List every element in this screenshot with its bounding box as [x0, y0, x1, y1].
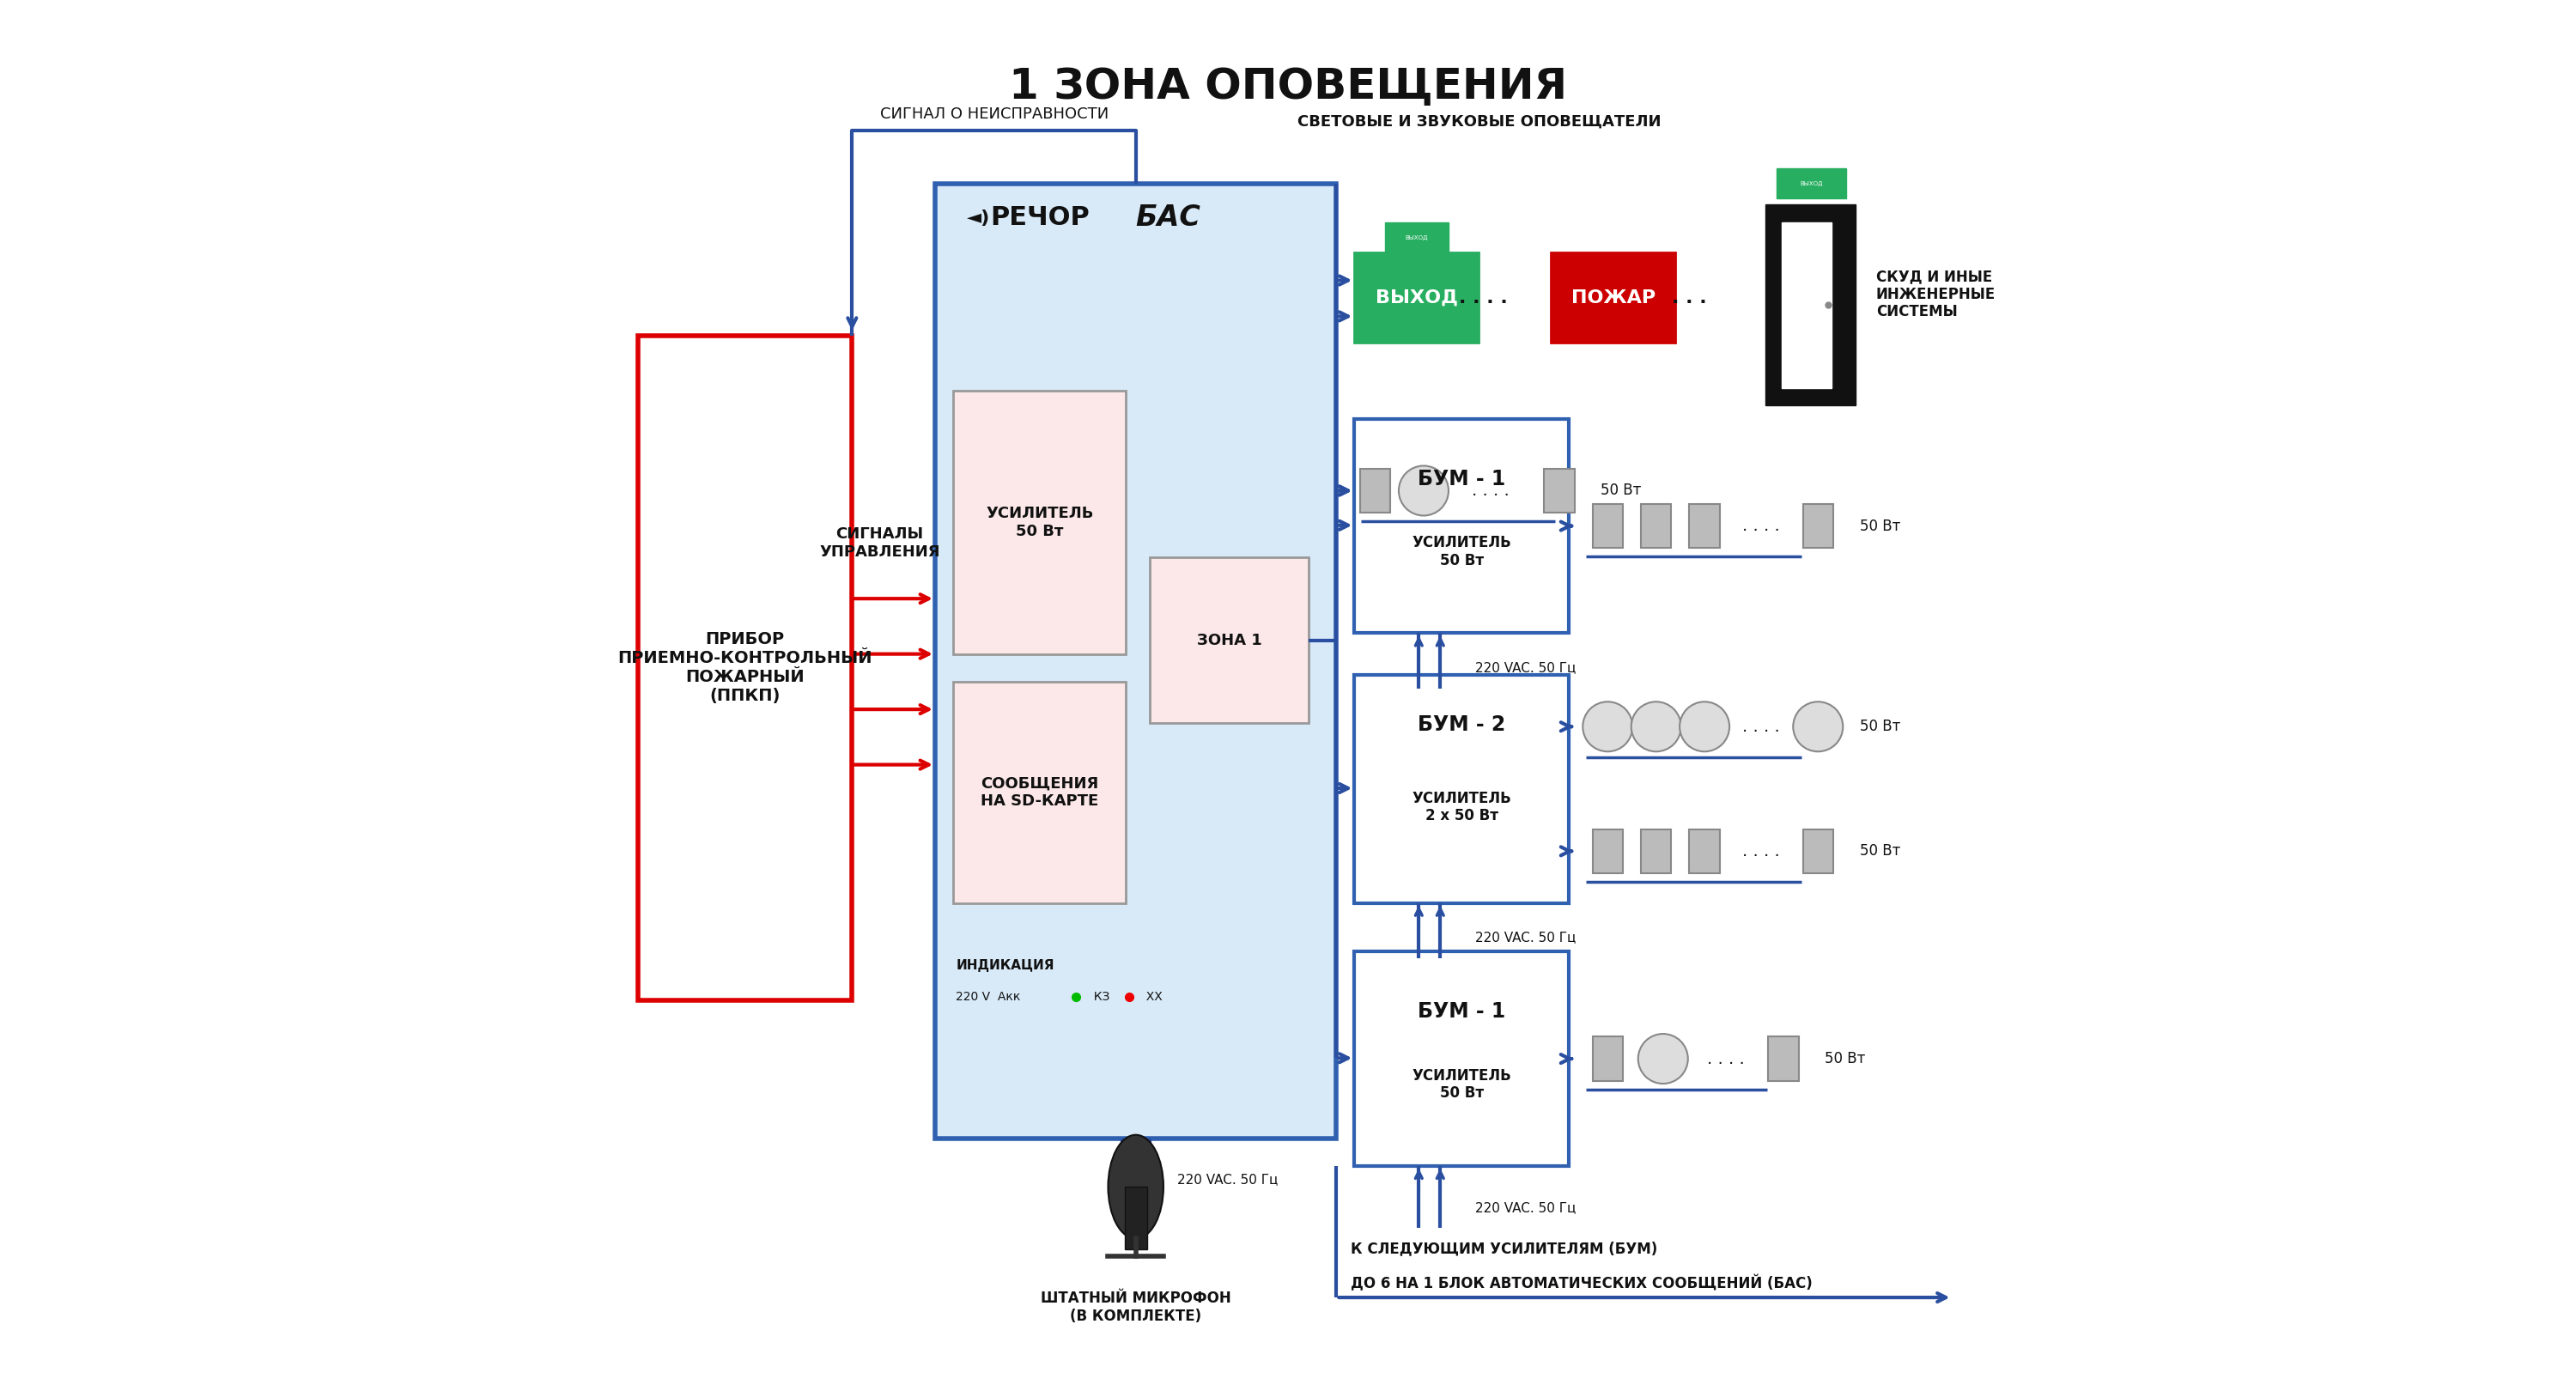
Text: . . . .: . . . .	[1741, 517, 1780, 534]
Bar	[1355, 951, 1569, 1166]
Text: РЕЧОР: РЕЧОР	[989, 206, 1090, 231]
Text: ВЫХОД: ВЫХОД	[1406, 235, 1427, 241]
Bar	[953, 682, 1126, 903]
Text: БУМ - 1: БУМ - 1	[1417, 469, 1504, 490]
Text: УСИЛИТЕЛЬ
50 Вт: УСИЛИТЕЛЬ 50 Вт	[1412, 1068, 1512, 1102]
Text: 220 V  Акк: 220 V Акк	[956, 992, 1020, 1003]
Bar	[1355, 253, 1479, 342]
Bar	[1783, 223, 1832, 388]
Bar	[1803, 829, 1834, 874]
Bar	[1355, 419, 1569, 633]
Text: БАС: БАС	[1136, 204, 1200, 232]
Text: СИГНАЛЫ
УПРАВЛЕНИЯ: СИГНАЛЫ УПРАВЛЕНИЯ	[819, 527, 940, 561]
Text: . . . .: . . . .	[1741, 843, 1780, 860]
Text: КЗ: КЗ	[1087, 992, 1110, 1003]
Circle shape	[1793, 701, 1842, 751]
Text: 50 Вт: 50 Вт	[1824, 1052, 1865, 1067]
Bar	[1641, 504, 1672, 548]
Bar	[1543, 469, 1574, 513]
Ellipse shape	[1108, 1135, 1164, 1238]
Text: 50 Вт: 50 Вт	[1860, 719, 1901, 734]
Text: СООБЩЕНИЯ
НА SD-КАРТЕ: СООБЩЕНИЯ НА SD-КАРТЕ	[981, 776, 1097, 810]
Text: . . . .: . . . .	[1471, 483, 1510, 499]
Text: . . . .: . . . .	[1741, 719, 1780, 734]
Bar	[935, 184, 1337, 1138]
Bar	[1777, 168, 1847, 199]
Text: 50 Вт: 50 Вт	[1860, 519, 1901, 534]
Text: ВЫХОД: ВЫХОД	[1376, 289, 1458, 306]
Text: 1 ЗОНА ОПОВЕЩЕНИЯ: 1 ЗОНА ОПОВЕЩЕНИЯ	[1010, 65, 1566, 107]
Circle shape	[1638, 1034, 1687, 1084]
Text: БУМ - 2: БУМ - 2	[1417, 715, 1504, 736]
Bar	[1360, 469, 1391, 513]
Bar	[1765, 204, 1855, 405]
Text: 220 VAC. 50 Гц: 220 VAC. 50 Гц	[1476, 661, 1577, 675]
Text: ЗОНА 1: ЗОНА 1	[1198, 633, 1262, 648]
Circle shape	[1582, 701, 1633, 751]
Bar	[1641, 829, 1672, 874]
Text: ИНДИКАЦИЯ: ИНДИКАЦИЯ	[956, 958, 1054, 972]
Text: К СЛЕДУЮЩИМ УСИЛИТЕЛЯМ (БУМ): К СЛЕДУЮЩИМ УСИЛИТЕЛЯМ (БУМ)	[1350, 1241, 1656, 1256]
Text: БУМ - 1: БУМ - 1	[1417, 1002, 1504, 1022]
Bar	[1690, 829, 1721, 874]
Circle shape	[1631, 701, 1682, 751]
Text: УСИЛИТЕЛЬ
2 х 50 Вт: УСИЛИТЕЛЬ 2 х 50 Вт	[1412, 790, 1512, 823]
Bar	[1126, 1187, 1146, 1249]
Text: 50 Вт: 50 Вт	[1600, 483, 1641, 498]
Text: СВЕТОВЫЕ И ЗВУКОВЫЕ ОПОВЕЩАТЕЛИ: СВЕТОВЫЕ И ЗВУКОВЫЕ ОПОВЕЩАТЕЛИ	[1298, 114, 1662, 129]
Text: ХХ: ХХ	[1139, 992, 1162, 1003]
Bar	[1355, 675, 1569, 903]
Text: УСИЛИТЕЛЬ
50 Вт: УСИЛИТЕЛЬ 50 Вт	[1412, 536, 1512, 569]
Text: УСИЛИТЕЛЬ
50 Вт: УСИЛИТЕЛЬ 50 Вт	[987, 506, 1092, 540]
Bar	[1149, 558, 1309, 723]
Text: . . . .: . . . .	[1708, 1050, 1744, 1067]
Bar	[1386, 223, 1448, 253]
Bar	[1803, 504, 1834, 548]
Text: 220 VAC. 50 Гц: 220 VAC. 50 Гц	[1476, 1200, 1577, 1214]
Bar	[1592, 504, 1623, 548]
Text: 220 VAC. 50 Гц: 220 VAC. 50 Гц	[1476, 931, 1577, 944]
Text: 50 Вт: 50 Вт	[1860, 843, 1901, 858]
Bar	[1690, 504, 1721, 548]
Bar	[1592, 1036, 1623, 1081]
Text: ПРИБОР
ПРИЕМНО-КОНТРОЛЬНЫЙ
ПОЖАРНЫЙ
(ППКП): ПРИБОР ПРИЕМНО-КОНТРОЛЬНЫЙ ПОЖАРНЫЙ (ППК…	[618, 632, 873, 704]
Text: СКУД И ИНЫЕ
ИНЖЕНЕРНЫЕ
СИСТЕМЫ: СКУД И ИНЫЕ ИНЖЕНЕРНЫЕ СИСТЕМЫ	[1875, 268, 1996, 320]
Text: . . .: . . .	[1672, 289, 1708, 307]
Text: СИГНАЛ О НЕИСПРАВНОСТИ: СИГНАЛ О НЕИСПРАВНОСТИ	[881, 107, 1108, 122]
Bar	[1551, 253, 1674, 342]
Bar	[1592, 829, 1623, 874]
Text: 220 VAC. 50 Гц: 220 VAC. 50 Гц	[1177, 1174, 1278, 1187]
Text: ВЫХОД: ВЫХОД	[1801, 181, 1821, 186]
Text: . . . .: . . . .	[1458, 289, 1507, 307]
Bar	[639, 335, 853, 1000]
Text: ДО 6 НА 1 БЛОК АВТОМАТИЧЕСКИХ СООБЩЕНИЙ (БАС): ДО 6 НА 1 БЛОК АВТОМАТИЧЕСКИХ СООБЩЕНИЙ …	[1350, 1276, 1811, 1292]
Text: ПОЖАР: ПОЖАР	[1571, 289, 1656, 306]
Bar	[953, 391, 1126, 654]
Text: ◄): ◄)	[966, 210, 989, 227]
Bar	[1767, 1036, 1798, 1081]
Text: ШТАТНЫЙ МИКРОФОН
(В КОМПЛЕКТЕ): ШТАТНЫЙ МИКРОФОН (В КОМПЛЕКТЕ)	[1041, 1291, 1231, 1324]
Circle shape	[1399, 466, 1448, 516]
Circle shape	[1680, 701, 1728, 751]
